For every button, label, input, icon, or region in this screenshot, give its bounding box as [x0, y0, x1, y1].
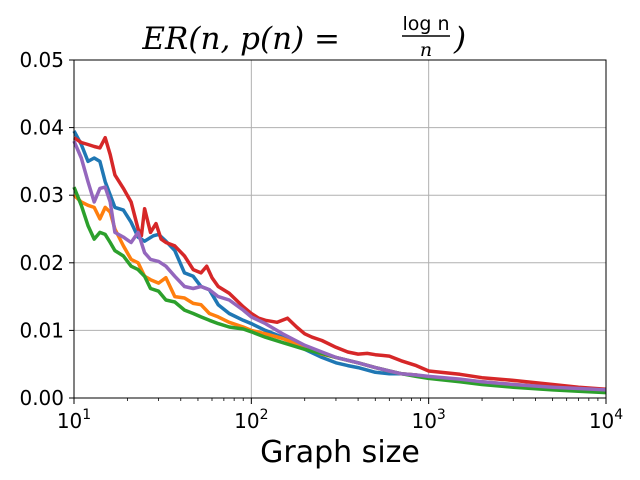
series-purple-line: [72, 140, 607, 392]
x-tick-label-exponent: 1: [82, 407, 91, 423]
x-tick-label-exponent: 3: [437, 407, 446, 423]
x-tick-label-base: 10: [411, 409, 436, 433]
y-tick-label: 0.00: [19, 386, 64, 410]
y-tick-label: 0.03: [19, 183, 64, 207]
x-tick-label-base: 10: [57, 409, 82, 433]
x-tick-label: 103: [411, 407, 445, 433]
chart-title: ER(n, p(n) =: [141, 21, 340, 57]
chart-title-suffix: ): [453, 21, 466, 57]
chart-title-fraction-denominator: n: [420, 39, 432, 61]
y-tick-label: 0.02: [19, 251, 64, 275]
series-red-line: [73, 135, 607, 391]
x-tick-label-base: 10: [234, 409, 259, 433]
y-tick-label: 0.04: [19, 116, 64, 140]
x-tick-label-base: 10: [589, 409, 614, 433]
chart-title-fraction-numerator: log n: [402, 13, 449, 35]
plot-frame: [73, 59, 607, 399]
series-green-line: [72, 186, 607, 395]
x-tick-label: 104: [589, 407, 623, 433]
x-tick-label: 102: [234, 407, 268, 433]
series-lines: [72, 130, 607, 395]
x-tick-label-exponent: 4: [614, 407, 623, 423]
y-tick-label: 0.05: [19, 48, 64, 72]
y-tick-label: 0.01: [19, 318, 64, 342]
x-tick-label: 101: [57, 407, 91, 433]
x-axis-label: Graph size: [260, 435, 420, 470]
chart-title-prefix: ER(n, p(n) =: [141, 21, 340, 57]
x-tick-label-exponent: 2: [260, 407, 269, 423]
